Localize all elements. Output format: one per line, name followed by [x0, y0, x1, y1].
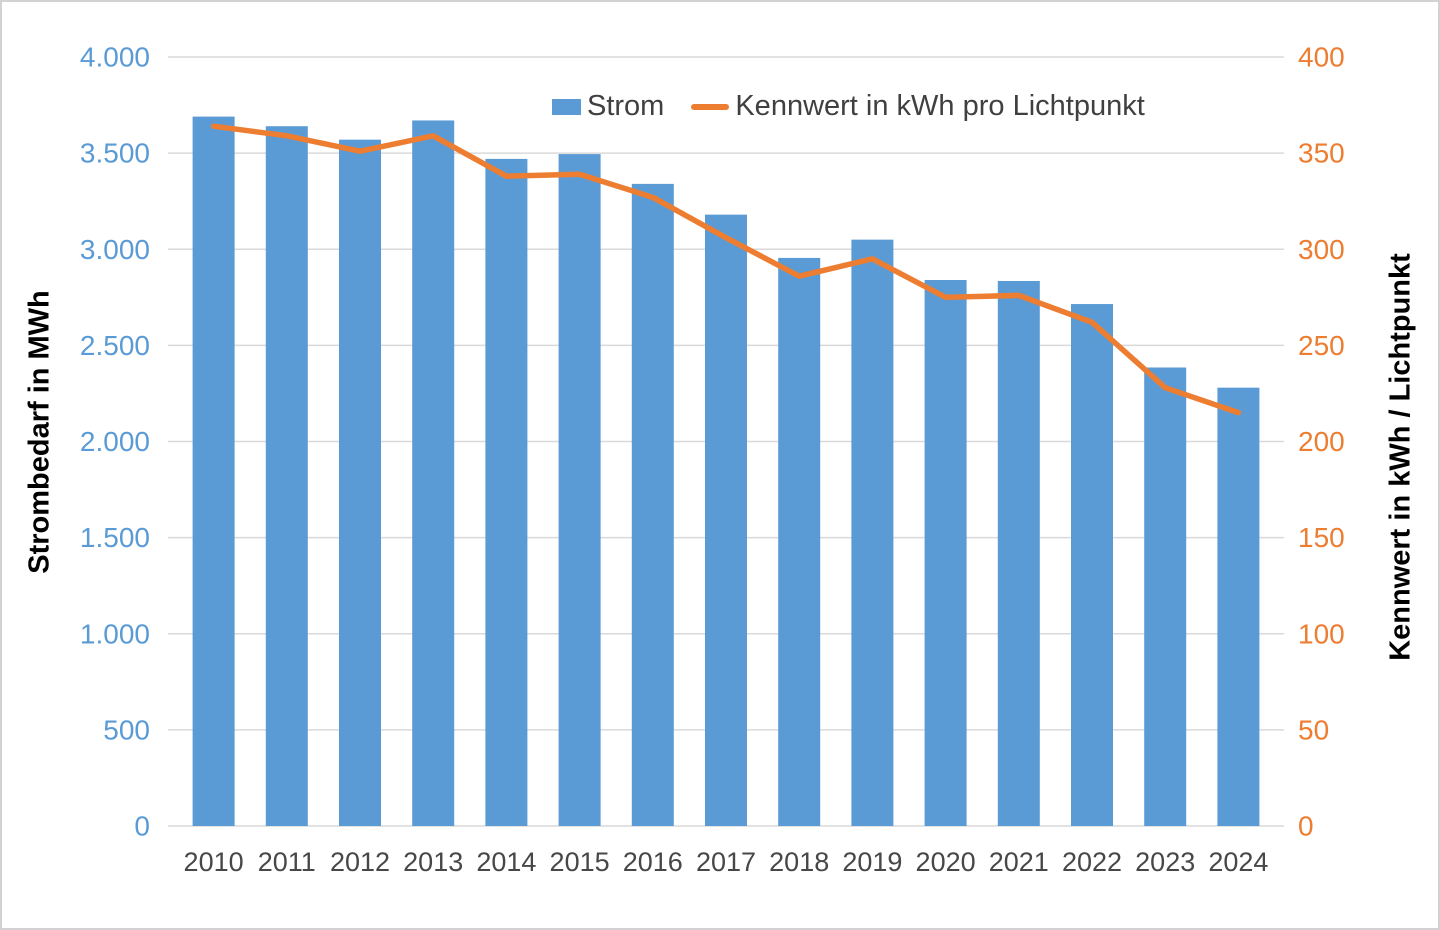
svg-text:3.500: 3.500	[80, 138, 150, 169]
svg-text:2012: 2012	[330, 847, 390, 877]
svg-text:2023: 2023	[1135, 847, 1195, 877]
svg-text:500: 500	[103, 714, 150, 745]
svg-text:2021: 2021	[989, 847, 1049, 877]
legend-label-strom: Strom	[587, 90, 665, 122]
svg-text:2.500: 2.500	[80, 330, 150, 361]
svg-text:350: 350	[1298, 138, 1345, 169]
legend-item-kennwert: Kennwert in kWh pro Lichtpunkt	[691, 90, 1145, 123]
svg-text:2018: 2018	[769, 847, 829, 877]
svg-text:2.000: 2.000	[80, 426, 150, 457]
svg-text:200: 200	[1298, 426, 1345, 457]
svg-text:300: 300	[1298, 234, 1345, 265]
left-axis-title: Strombedarf in MWh	[23, 290, 56, 574]
svg-text:4.000: 4.000	[80, 42, 150, 73]
line-series-swatch-icon	[691, 103, 730, 110]
svg-text:100: 100	[1298, 618, 1345, 649]
right-axis-title: Kennwert in kWh / Lichtpunkt	[1384, 253, 1417, 661]
svg-text:2022: 2022	[1062, 847, 1122, 877]
svg-text:1.000: 1.000	[80, 618, 150, 649]
svg-text:3.000: 3.000	[80, 234, 150, 265]
svg-text:0: 0	[1298, 811, 1314, 842]
svg-text:2010: 2010	[184, 847, 244, 877]
svg-text:2015: 2015	[550, 847, 610, 877]
legend: Strom Kennwert in kWh pro Lichtpunkt	[552, 90, 1145, 123]
svg-text:2016: 2016	[623, 847, 683, 877]
svg-text:2014: 2014	[476, 847, 536, 877]
svg-text:2024: 2024	[1208, 847, 1268, 877]
svg-text:2013: 2013	[403, 847, 463, 877]
svg-text:50: 50	[1298, 714, 1329, 745]
svg-text:2011: 2011	[258, 847, 316, 877]
svg-text:250: 250	[1298, 330, 1345, 361]
svg-text:2017: 2017	[696, 847, 756, 877]
svg-text:1.500: 1.500	[80, 522, 150, 553]
svg-text:400: 400	[1298, 42, 1345, 73]
legend-label-kennwert: Kennwert in kWh pro Lichtpunkt	[735, 90, 1145, 122]
svg-text:2020: 2020	[916, 847, 976, 877]
bar-series-swatch-icon	[552, 98, 581, 115]
svg-text:150: 150	[1298, 522, 1345, 553]
svg-text:0: 0	[134, 811, 150, 842]
svg-text:2019: 2019	[842, 847, 902, 877]
legend-item-strom: Strom	[552, 90, 664, 123]
